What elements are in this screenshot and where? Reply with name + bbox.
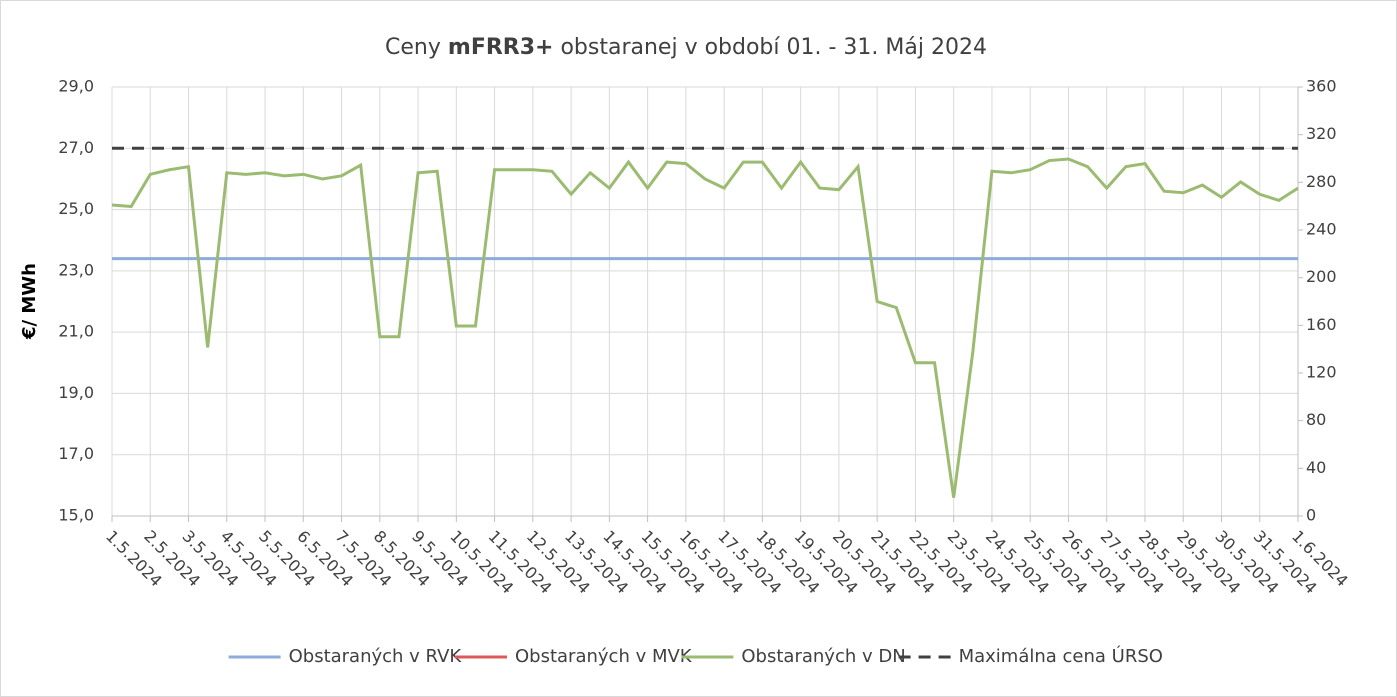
y-tick-label: 29,0 (58, 77, 94, 96)
legend-item: Maximálna cena ÚRSO (898, 645, 1163, 667)
y2-tick-label: 160 (1306, 315, 1337, 334)
legend-label: Obstaraných v DN (741, 646, 905, 667)
title-part: mFRR3+ (448, 35, 554, 60)
y2-tick-label: 360 (1306, 77, 1337, 96)
title-part: obstaranej v období 01. - 31. Máj 2024 (553, 35, 986, 60)
y2-tick-label: 0 (1306, 506, 1316, 525)
legend-label: Obstaraných v RVK (289, 646, 463, 667)
y2-tick-label: 280 (1306, 172, 1337, 191)
y-tick-label: 19,0 (58, 383, 94, 402)
chart-title: Ceny mFRR3+ obstaranej v období 01. - 31… (385, 35, 987, 60)
line-series (111, 157, 1299, 498)
y2-tick-label: 120 (1306, 363, 1337, 382)
y-tick-label: 17,0 (58, 444, 94, 463)
legend-label: Obstaraných v MVK (515, 646, 693, 667)
y2-tick-label: 40 (1306, 458, 1326, 477)
legend-item: Obstaraných v RVK (228, 646, 463, 667)
y-tick-label: 15,0 (58, 506, 94, 525)
y2-tick-label: 240 (1306, 220, 1337, 239)
title-part: Ceny (385, 35, 448, 60)
y-tick-label: 27,0 (58, 138, 94, 157)
y-axis-label: €/ MWh (19, 263, 40, 340)
y2-tick-label: 80 (1306, 410, 1326, 429)
legend-item: Obstaraných v DN (681, 646, 906, 667)
y-tick-label: 25,0 (58, 199, 94, 218)
y-tick-label: 23,0 (58, 260, 94, 279)
y2-tick-label: 320 (1306, 124, 1337, 143)
y2-tick-label: 200 (1306, 267, 1337, 286)
legend-item: Obstaraných v MVK (455, 646, 693, 667)
y-tick-label: 21,0 (58, 322, 94, 341)
legend-label: Maximálna cena ÚRSO (959, 645, 1163, 667)
